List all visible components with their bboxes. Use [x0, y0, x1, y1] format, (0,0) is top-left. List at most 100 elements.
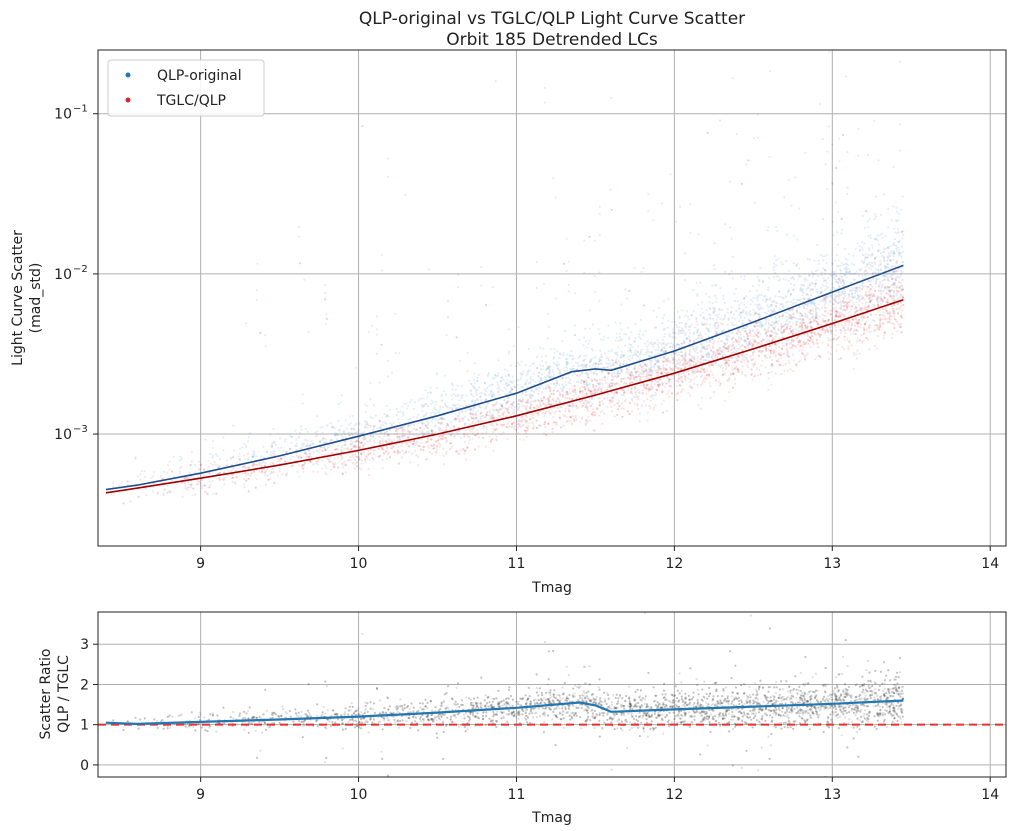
scatter-point [888, 290, 891, 293]
scatter-point [627, 376, 630, 379]
scatter-point [577, 362, 580, 365]
scatter-point [412, 407, 415, 410]
scatter-point [829, 273, 832, 276]
scatter-point [537, 386, 540, 389]
scatter-point [731, 277, 734, 280]
scatter-point [857, 325, 860, 328]
scatter-point [849, 289, 853, 292]
scatter-point [633, 402, 637, 405]
scatter-point [253, 451, 256, 454]
scatter-point [516, 402, 520, 406]
scatter-point [264, 345, 267, 348]
scatter-point [634, 349, 637, 352]
scatter-point [890, 272, 893, 275]
scatter-point [878, 296, 881, 299]
scatter-point [757, 284, 761, 287]
scatter-point [799, 300, 802, 303]
scatter-point [667, 395, 671, 398]
scatter-point [727, 362, 730, 365]
scatter-point [544, 413, 547, 416]
scatter-point [243, 483, 246, 486]
scatter-point [642, 353, 645, 356]
scatter-point [253, 454, 256, 457]
scatter-point [884, 248, 887, 251]
scatter-point [799, 289, 802, 292]
scatter-point [832, 233, 835, 237]
scatter-point [690, 314, 693, 317]
scatter-point [488, 414, 491, 417]
scatter-point [300, 446, 303, 449]
scatter-point [295, 444, 298, 447]
scatter-point [412, 442, 415, 445]
scatter-point [845, 266, 848, 269]
scatter-point [713, 323, 716, 326]
scatter-point [857, 321, 860, 324]
scatter-point [737, 330, 740, 333]
scatter-point [754, 303, 757, 306]
scatter-point [506, 369, 509, 372]
scatter-point [488, 411, 491, 414]
scatter-point [582, 359, 586, 362]
scatter-point [574, 393, 578, 396]
scatter-point [781, 303, 784, 306]
scatter-point [351, 414, 354, 418]
scatter-point [852, 351, 855, 354]
scatter-point [651, 371, 654, 374]
scatter-point [846, 338, 849, 341]
scatter-point [891, 274, 894, 277]
scatter-point [685, 337, 688, 340]
scatter-point [738, 319, 741, 322]
scatter-point [765, 304, 769, 307]
scatter-point [472, 426, 475, 429]
scatter-point [845, 276, 848, 279]
scatter-point [427, 422, 430, 425]
scatter-point [883, 318, 886, 321]
scatter-point [789, 314, 792, 317]
scatter-point [871, 303, 874, 306]
scatter-point [669, 173, 672, 176]
scatter-point [826, 328, 829, 331]
scatter-point [892, 205, 895, 208]
scatter-point [692, 347, 695, 350]
scatter-point [511, 402, 514, 405]
scatter-point [529, 376, 532, 379]
scatter-point [525, 381, 528, 384]
scatter-point [551, 398, 554, 401]
scatter-point [786, 354, 789, 357]
scatter-point [437, 426, 441, 429]
scatter-point [260, 455, 263, 458]
scatter-point [406, 407, 409, 410]
scatter-point [202, 474, 205, 477]
scatter-point [185, 476, 188, 479]
scatter-point [812, 302, 816, 305]
scatter-point [873, 119, 876, 122]
scatter-point [885, 309, 888, 312]
scatter-point [686, 391, 690, 394]
scatter-point [238, 458, 241, 461]
scatter-point [396, 436, 399, 439]
scatter-point [692, 310, 695, 313]
scatter-point [499, 380, 503, 383]
scatter-point [467, 404, 470, 407]
scatter-point [866, 263, 869, 266]
scatter-point [531, 379, 535, 382]
scatter-point [660, 402, 663, 405]
scatter-point [843, 301, 846, 304]
scatter-point [523, 429, 527, 432]
scatter-point [719, 317, 722, 321]
scatter-point [778, 290, 781, 293]
scatter-point [422, 427, 425, 430]
scatter-point [713, 351, 717, 355]
scatter-point [867, 286, 870, 289]
scatter-point [825, 287, 829, 290]
scatter-point [859, 298, 862, 301]
scatter-point [725, 338, 728, 341]
scatter-point [325, 322, 328, 325]
scatter-point [756, 328, 759, 331]
scatter-point [869, 330, 873, 333]
scatter-point [749, 298, 752, 301]
scatter-point [306, 439, 309, 442]
scatter-point [844, 248, 847, 251]
scatter-point [873, 237, 876, 240]
scatter-point [500, 376, 503, 379]
